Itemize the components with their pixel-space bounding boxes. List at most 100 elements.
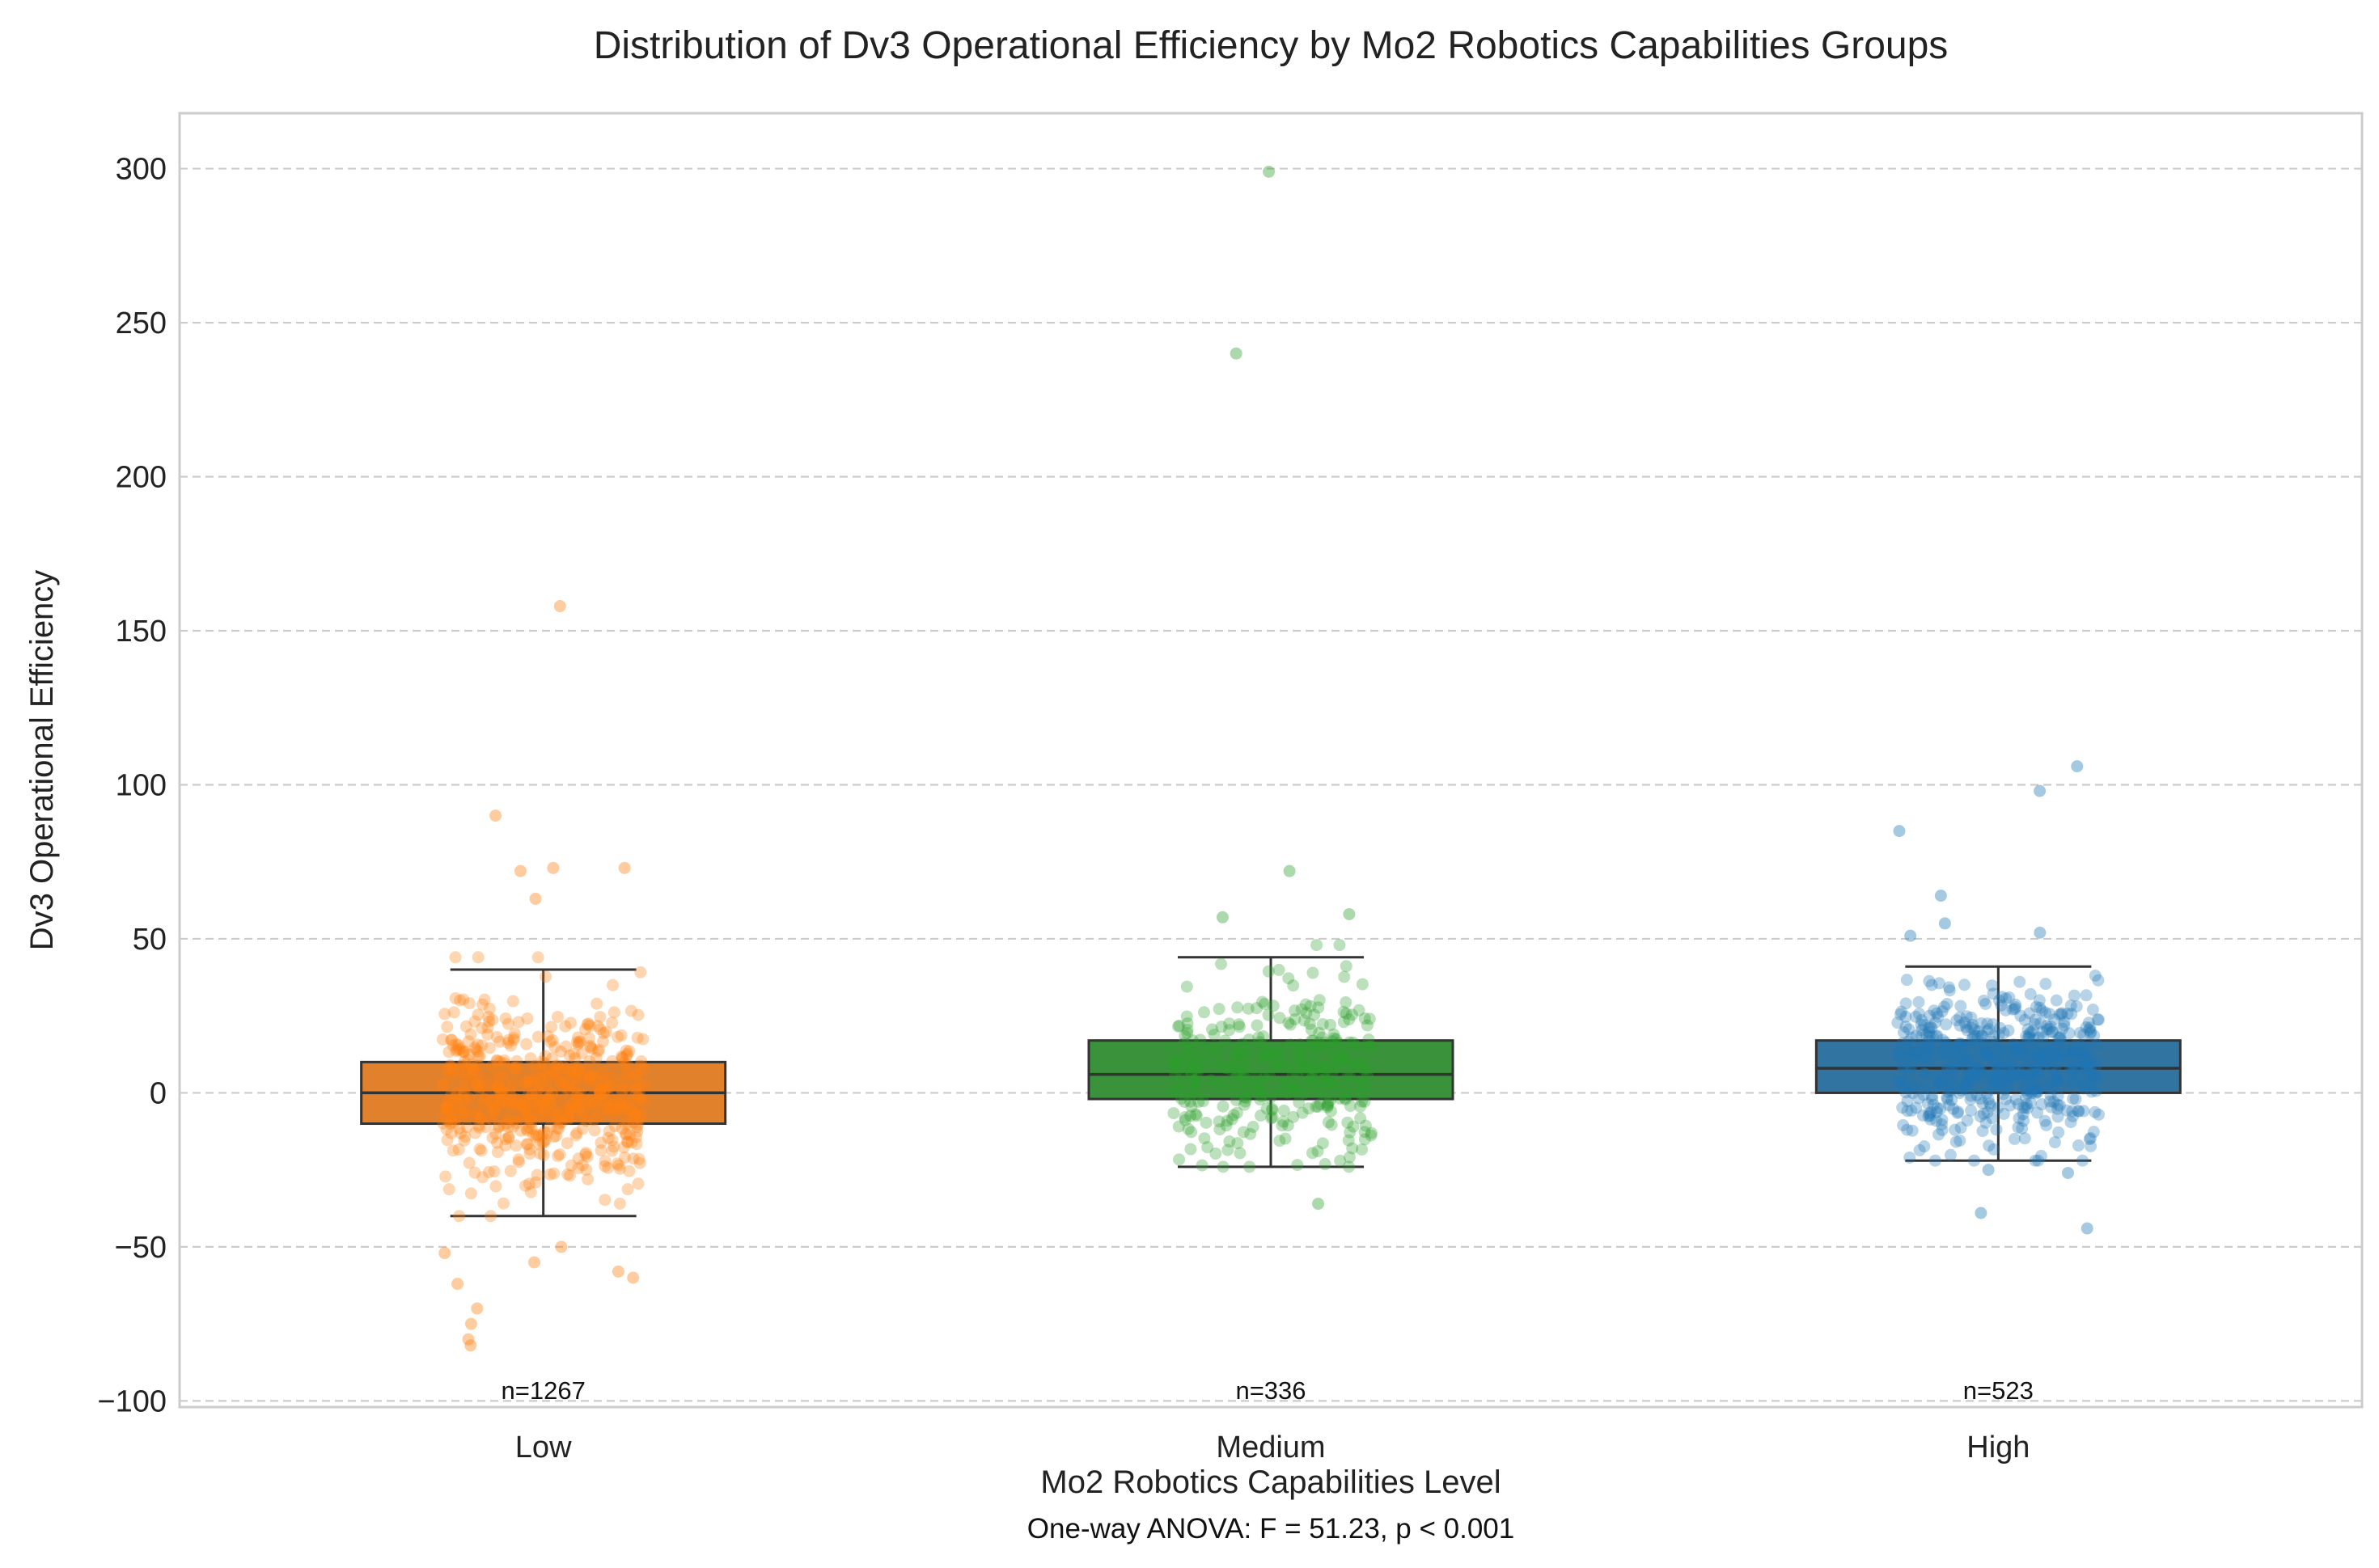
data-point [1235,1038,1248,1050]
data-point [484,1102,497,1115]
data-point [546,1088,559,1101]
data-point [576,1122,589,1135]
data-point [540,1082,553,1095]
data-point [1936,1123,1949,1136]
data-point [1167,1107,1180,1120]
data-point [1326,1035,1339,1048]
data-point [1343,1151,1356,1164]
data-point [2024,1047,2037,1060]
data-point [2027,1033,2040,1046]
data-point [1361,1069,1374,1082]
data-point [570,1036,583,1049]
data-point [2031,1050,2044,1063]
data-point [436,1033,449,1046]
data-point [622,1070,635,1083]
data-point [440,1063,453,1076]
data-point [445,1061,458,1074]
data-point [2002,1059,2015,1072]
data-point [476,1171,489,1184]
data-point [2019,1090,2032,1103]
data-point [1946,1053,1959,1066]
data-point [1240,1050,1253,1063]
data-point [1977,1107,1990,1120]
data-point [533,1138,546,1151]
data-point [499,1139,512,1152]
data-point [1984,1100,1997,1113]
data-point [472,1008,485,1021]
data-point [582,1017,595,1030]
data-point [1293,1045,1306,1058]
data-point [2000,992,2013,1005]
data-point [2038,1055,2051,1068]
data-point [552,1149,565,1162]
data-point [630,1068,643,1081]
data-point [2009,1003,2021,1016]
data-point [1987,1067,2000,1080]
data-point [531,1169,544,1181]
data-point [523,1121,535,1134]
data-point [541,1029,554,1042]
data-point [502,1037,514,1050]
data-point [519,1076,532,1088]
data-point [1937,1033,1949,1046]
data-point [2005,1071,2018,1084]
data-point [1327,1076,1340,1088]
data-point [1336,1051,1349,1064]
outlier-point [462,1333,475,1346]
outlier-point [514,864,527,877]
data-point [1925,978,1938,991]
data-point [2028,1018,2041,1031]
outlier-point [464,1339,477,1352]
data-point [2043,1022,2056,1035]
data-point [1238,1090,1251,1103]
outlier-point [2081,1222,2093,1235]
data-point [591,1020,604,1033]
data-point [1922,1034,1935,1047]
data-point [521,1012,534,1025]
data-point [613,1076,626,1088]
data-point [1923,1025,1936,1038]
data-point [1339,1093,1352,1106]
data-point [615,1101,628,1114]
data-point [2024,1067,2037,1080]
data-point [1942,981,1955,994]
data-point [1905,1104,1918,1117]
data-point [2066,1045,2079,1058]
data-point [1225,1113,1238,1126]
data-point [561,1168,574,1181]
data-point [2063,1027,2076,1040]
data-point [576,1069,589,1082]
data-point [1930,1007,1943,1020]
data-point [1231,1001,1244,1014]
data-point [2079,1061,2092,1074]
data-point [493,1055,506,1068]
data-point [1234,1147,1247,1160]
data-point [615,1050,628,1063]
data-point [563,1103,576,1116]
data-point [502,1131,515,1143]
data-point [1262,1008,1275,1021]
data-point [520,1076,533,1089]
data-point [2085,1025,2097,1038]
data-point [599,1160,612,1173]
data-point [1329,1048,1342,1061]
outlier-point [527,1256,540,1269]
data-point [2007,1043,2020,1056]
data-point [594,1087,607,1100]
data-point [553,1076,566,1088]
data-point [597,1085,610,1098]
data-point [488,1165,501,1178]
data-point [2076,1050,2089,1063]
points-low [436,600,650,1352]
data-point [2047,1025,2059,1038]
outlier-point [553,600,566,613]
data-point [535,1055,548,1068]
data-point [1915,1053,1928,1066]
data-point [1306,1147,1319,1160]
data-point [1346,1142,1359,1155]
data-point [608,1097,621,1109]
data-point [533,1081,546,1094]
data-point [497,1095,510,1108]
data-point [542,1093,555,1106]
data-point [2040,1055,2053,1068]
